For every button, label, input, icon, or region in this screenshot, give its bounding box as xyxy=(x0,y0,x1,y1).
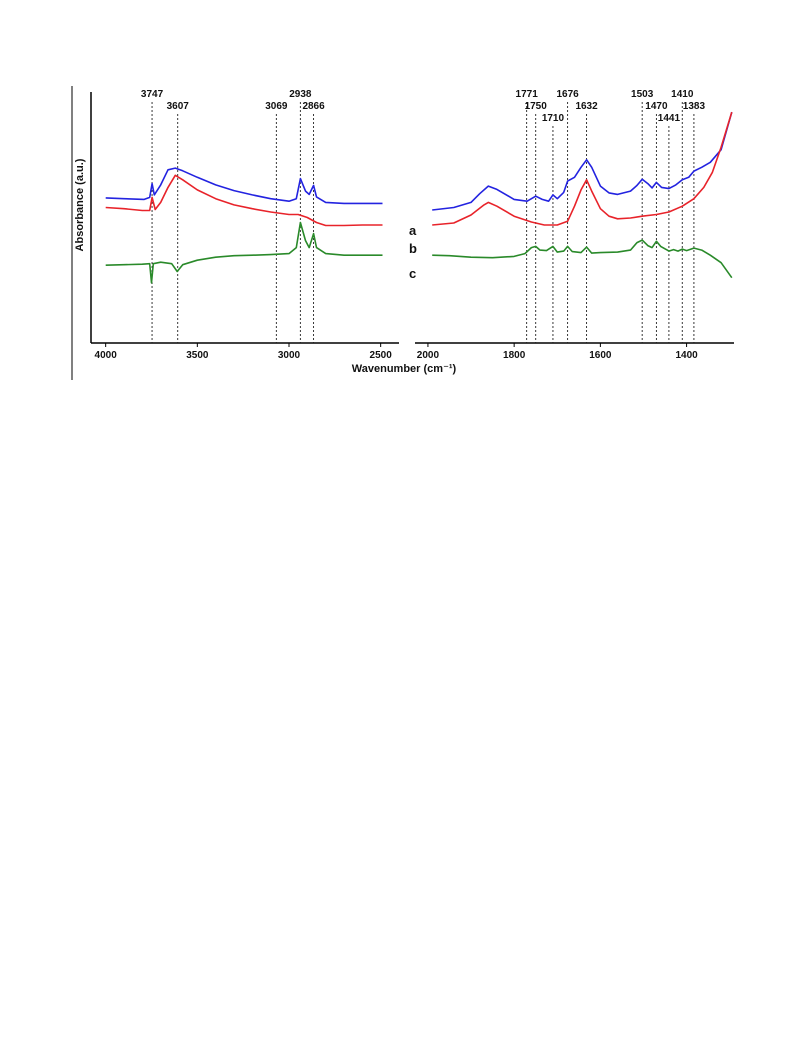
peak-label: 3069 xyxy=(265,101,288,112)
curve-label-c: c xyxy=(409,266,416,281)
y-axis-title: Absorbance (a.u.) xyxy=(74,158,86,251)
peak-label: 2938 xyxy=(289,89,312,100)
peak-label: 1470 xyxy=(645,101,668,112)
curve-label-a: a xyxy=(409,223,417,238)
x-tick-label: 3500 xyxy=(186,350,209,361)
x-tick-label: 1400 xyxy=(675,350,698,361)
x-tick-label: 4000 xyxy=(95,350,118,361)
x-tick-label: 1800 xyxy=(503,350,526,361)
peak-label: 2866 xyxy=(302,101,325,112)
curve-label-b: b xyxy=(409,241,417,256)
peak-label: 1410 xyxy=(671,89,694,100)
x-tick-label: 3000 xyxy=(278,350,301,361)
spectrum-line-b xyxy=(105,174,383,227)
peak-label: 3747 xyxy=(141,89,164,100)
x-tick-label: 1600 xyxy=(589,350,612,361)
x-tick-label: 2000 xyxy=(417,350,440,361)
spectrum-line-a xyxy=(105,167,383,205)
x-axis-title: Wavenumber (cm⁻¹) xyxy=(352,363,457,375)
peak-label: 1676 xyxy=(556,89,579,100)
spectrum-line-c xyxy=(105,221,383,284)
peak-label: 1750 xyxy=(525,101,548,112)
peak-label: 1710 xyxy=(542,113,565,124)
peak-label: 1441 xyxy=(658,113,681,124)
spectrum-line-a xyxy=(432,111,733,211)
x-tick-label: 2500 xyxy=(370,350,393,361)
peak-label: 1632 xyxy=(575,101,598,112)
spectrum-line-c xyxy=(432,239,733,279)
peak-label: 1771 xyxy=(516,89,539,100)
spectrum-line-b xyxy=(432,111,733,226)
peak-label: 1503 xyxy=(631,89,654,100)
peak-label: 3607 xyxy=(167,101,190,112)
peak-label: 1383 xyxy=(683,101,706,112)
